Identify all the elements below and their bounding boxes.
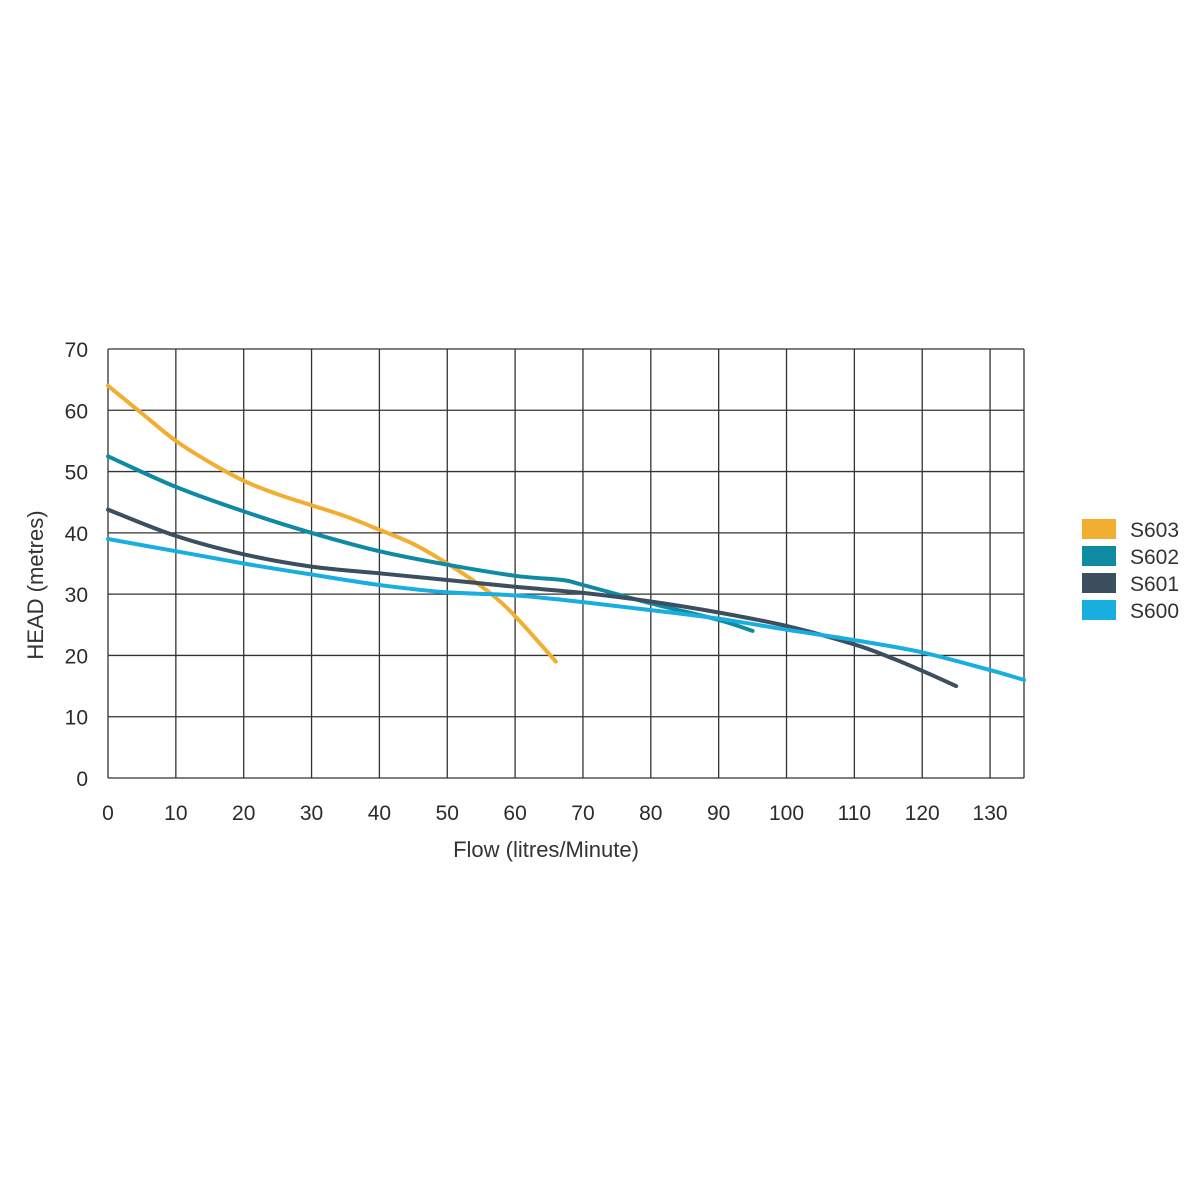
series-line-s603 bbox=[106, 383, 558, 664]
y-tick-label: 40 bbox=[65, 523, 88, 546]
legend: S603 S602 S601 S600 bbox=[1082, 519, 1179, 623]
x-tick-label: 0 bbox=[102, 802, 114, 825]
y-tick-label: 30 bbox=[65, 584, 88, 607]
series-line-s601 bbox=[106, 507, 959, 689]
x-axis-ticks: 0 10 20 30 40 50 60 70 80 90 100 110 120 130 bbox=[102, 802, 1007, 825]
legend-swatch-s602 bbox=[1082, 546, 1116, 566]
x-tick-label: 60 bbox=[503, 802, 526, 825]
x-tick-label: 40 bbox=[368, 802, 391, 825]
x-tick-label: 100 bbox=[769, 802, 804, 825]
legend-label-s602: S602 bbox=[1130, 546, 1179, 569]
grid bbox=[107, 348, 1025, 779]
x-tick-label: 120 bbox=[905, 802, 940, 825]
y-tick-label: 0 bbox=[76, 768, 88, 791]
y-axis-title: HEAD (metres) bbox=[23, 510, 48, 659]
legend-label-s601: S601 bbox=[1130, 573, 1179, 596]
legend-swatch-s600 bbox=[1082, 600, 1116, 620]
legend-label-s603: S603 bbox=[1130, 519, 1179, 542]
x-tick-label: 110 bbox=[838, 802, 871, 825]
x-tick-label: 20 bbox=[232, 802, 255, 825]
x-tick-label: 80 bbox=[639, 802, 662, 825]
x-tick-label: 130 bbox=[973, 802, 1008, 825]
series-line-s602 bbox=[106, 454, 755, 633]
legend-swatch-s603 bbox=[1082, 519, 1116, 539]
x-tick-label: 70 bbox=[571, 802, 594, 825]
y-tick-label: 70 bbox=[65, 339, 88, 362]
legend-swatch-s601 bbox=[1082, 573, 1116, 593]
series-lines bbox=[106, 383, 1026, 689]
x-tick-label: 50 bbox=[436, 802, 459, 825]
y-axis-ticks: 0 10 20 30 40 50 60 70 bbox=[65, 339, 88, 791]
x-axis-title: Flow (litres/Minute) bbox=[453, 837, 639, 862]
y-tick-label: 20 bbox=[65, 645, 88, 668]
x-tick-label: 90 bbox=[707, 802, 730, 825]
x-tick-label: 30 bbox=[300, 802, 323, 825]
series-line-s600 bbox=[106, 537, 1026, 682]
y-tick-label: 10 bbox=[65, 707, 88, 730]
legend-label-s600: S600 bbox=[1130, 600, 1179, 623]
x-tick-label: 10 bbox=[164, 802, 187, 825]
y-tick-label: 50 bbox=[65, 462, 88, 485]
y-tick-label: 60 bbox=[65, 400, 88, 423]
